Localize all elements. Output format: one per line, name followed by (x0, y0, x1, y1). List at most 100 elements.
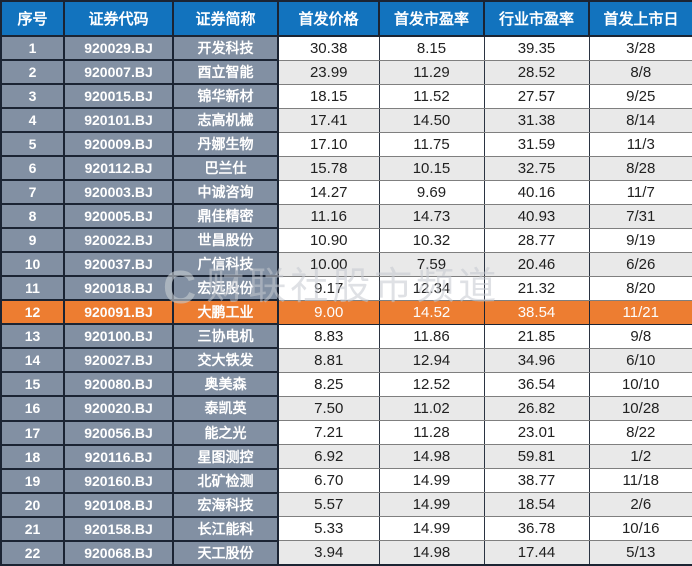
ipo-pe-cell: 7.59 (378, 251, 485, 277)
row-index-cell: 17 (0, 419, 65, 446)
ipo-price-cell: 9.00 (277, 299, 380, 325)
security-code-cell: 920100.BJ (63, 323, 174, 350)
ipo-price-cell: 8.25 (277, 371, 380, 397)
industry-pe-cell: 36.54 (483, 371, 590, 397)
industry-pe-cell: 59.81 (483, 444, 590, 470)
industry-pe-cell: 34.96 (483, 347, 590, 373)
listing-date-cell: 11/3 (588, 131, 692, 157)
ipo-price-cell: 23.99 (277, 59, 380, 85)
industry-pe-cell: 28.52 (483, 59, 590, 85)
industry-pe-cell: 31.38 (483, 107, 590, 133)
ipo-price-cell: 15.78 (277, 155, 380, 181)
security-code-cell: 920112.BJ (63, 155, 174, 182)
ipo-pe-cell: 8.15 (378, 35, 485, 61)
listing-date-cell: 3/28 (588, 35, 692, 61)
listing-date-cell: 9/25 (588, 83, 692, 109)
security-name-cell: 天工股份 (172, 539, 279, 566)
security-name-cell: 志高机械 (172, 107, 279, 134)
industry-pe-cell: 32.75 (483, 155, 590, 181)
industry-pe-cell: 21.85 (483, 323, 590, 349)
row-index-cell: 19 (0, 467, 65, 494)
table-row: 10 920037.BJ 广信科技 10.00 7.59 20.46 6/26 (0, 251, 692, 278)
listing-date-cell: 10/28 (588, 395, 692, 422)
listing-date-cell: 8/8 (588, 59, 692, 85)
industry-pe-cell: 17.44 (483, 540, 590, 566)
security-name-cell: 世昌股份 (172, 227, 279, 254)
ipo-pe-cell: 14.52 (378, 299, 485, 325)
ipo-pe-cell: 14.50 (378, 107, 485, 133)
security-code-cell: 920007.BJ (63, 59, 174, 86)
table-row: 7 920003.BJ 中诚咨询 14.27 9.69 40.16 11/7 (0, 179, 692, 206)
ipo-price-cell: 18.15 (277, 83, 380, 109)
security-name-cell: 鼎佳精密 (172, 203, 279, 230)
security-code-cell: 920037.BJ (63, 251, 174, 278)
row-index-cell: 10 (0, 251, 65, 278)
security-name-cell: 奥美森 (172, 371, 279, 398)
ipo-price-cell: 6.70 (277, 468, 380, 494)
row-index-cell: 16 (0, 395, 65, 422)
table-row: 18 920116.BJ 星图测控 6.92 14.98 59.81 1/2 (0, 443, 692, 470)
industry-pe-cell: 20.46 (483, 251, 590, 277)
security-name-cell: 能之光 (172, 419, 279, 446)
security-code-cell: 920020.BJ (63, 395, 174, 422)
row-index-cell: 21 (0, 515, 65, 542)
security-code-cell: 920158.BJ (63, 515, 174, 542)
row-index-cell: 14 (0, 347, 65, 374)
row-index-cell: 6 (0, 155, 65, 182)
security-name-cell: 泰凯英 (172, 395, 279, 422)
table-row: 6 920112.BJ 巴兰仕 15.78 10.15 32.75 8/28 (0, 155, 692, 182)
security-name-cell: 开发科技 (172, 34, 279, 62)
listing-date-cell: 1/2 (588, 444, 692, 470)
ipo-pe-cell: 12.94 (378, 347, 485, 373)
col-header-industry-pe: 行业市盈率 (483, 0, 590, 37)
listing-date-cell: 10/10 (588, 371, 692, 397)
ipo-price-cell: 17.41 (277, 107, 380, 133)
security-name-cell: 星图测控 (172, 443, 279, 470)
security-code-cell: 920091.BJ (63, 299, 174, 326)
row-index-cell: 18 (0, 443, 65, 470)
industry-pe-cell: 31.59 (483, 131, 590, 157)
ipo-pe-cell: 10.15 (378, 155, 485, 181)
security-name-cell: 北矿检测 (172, 467, 279, 494)
security-code-cell: 920027.BJ (63, 347, 174, 374)
ipo-pe-cell: 14.73 (378, 203, 485, 229)
table-row: 3 920015.BJ 锦华新材 18.15 11.52 27.57 9/25 (0, 83, 692, 110)
ipo-price-cell: 7.21 (277, 419, 380, 446)
row-index-cell: 4 (0, 107, 65, 134)
security-name-cell: 长江能科 (172, 515, 279, 542)
row-index-cell: 1 (0, 34, 65, 62)
listing-date-cell: 7/31 (588, 203, 692, 229)
table-row: 8 920005.BJ 鼎佳精密 11.16 14.73 40.93 7/31 (0, 203, 692, 230)
security-name-cell: 交大铁发 (172, 347, 279, 374)
table-row: 13 920100.BJ 三协电机 8.83 11.86 21.85 9/8 (0, 323, 692, 350)
row-index-cell: 13 (0, 323, 65, 350)
row-index-cell: 8 (0, 203, 65, 230)
industry-pe-cell: 38.77 (483, 468, 590, 494)
ipo-pe-cell: 11.29 (378, 59, 485, 85)
table-row: 11 920018.BJ 宏远股份 9.17 12.34 21.32 8/20 (0, 275, 692, 302)
row-index-cell: 22 (0, 539, 65, 566)
industry-pe-cell: 40.93 (483, 203, 590, 229)
security-name-cell: 巴兰仕 (172, 155, 279, 182)
ipo-pe-cell: 11.52 (378, 83, 485, 109)
ipo-price-cell: 14.27 (277, 179, 380, 205)
listing-date-cell: 11/18 (588, 468, 692, 494)
listing-date-cell: 8/20 (588, 275, 692, 301)
listing-date-cell: 6/10 (588, 347, 692, 373)
table-row: 12 920091.BJ 大鹏工业 9.00 14.52 38.54 11/21 (0, 299, 692, 326)
security-code-cell: 920160.BJ (63, 467, 174, 494)
security-name-cell: 大鹏工业 (172, 299, 279, 326)
security-code-cell: 920003.BJ (63, 179, 174, 206)
security-code-cell: 920022.BJ (63, 227, 174, 254)
ipo-pe-cell: 14.99 (378, 468, 485, 494)
security-code-cell: 920005.BJ (63, 203, 174, 230)
ipo-pe-cell: 11.86 (378, 323, 485, 349)
listing-date-cell: 8/22 (588, 419, 692, 446)
security-code-cell: 920080.BJ (63, 371, 174, 398)
row-index-cell: 9 (0, 227, 65, 254)
security-name-cell: 锦华新材 (172, 83, 279, 110)
security-name-cell: 丹娜生物 (172, 131, 279, 158)
ipo-pe-cell: 11.02 (378, 395, 485, 422)
listing-date-cell: 9/19 (588, 227, 692, 253)
